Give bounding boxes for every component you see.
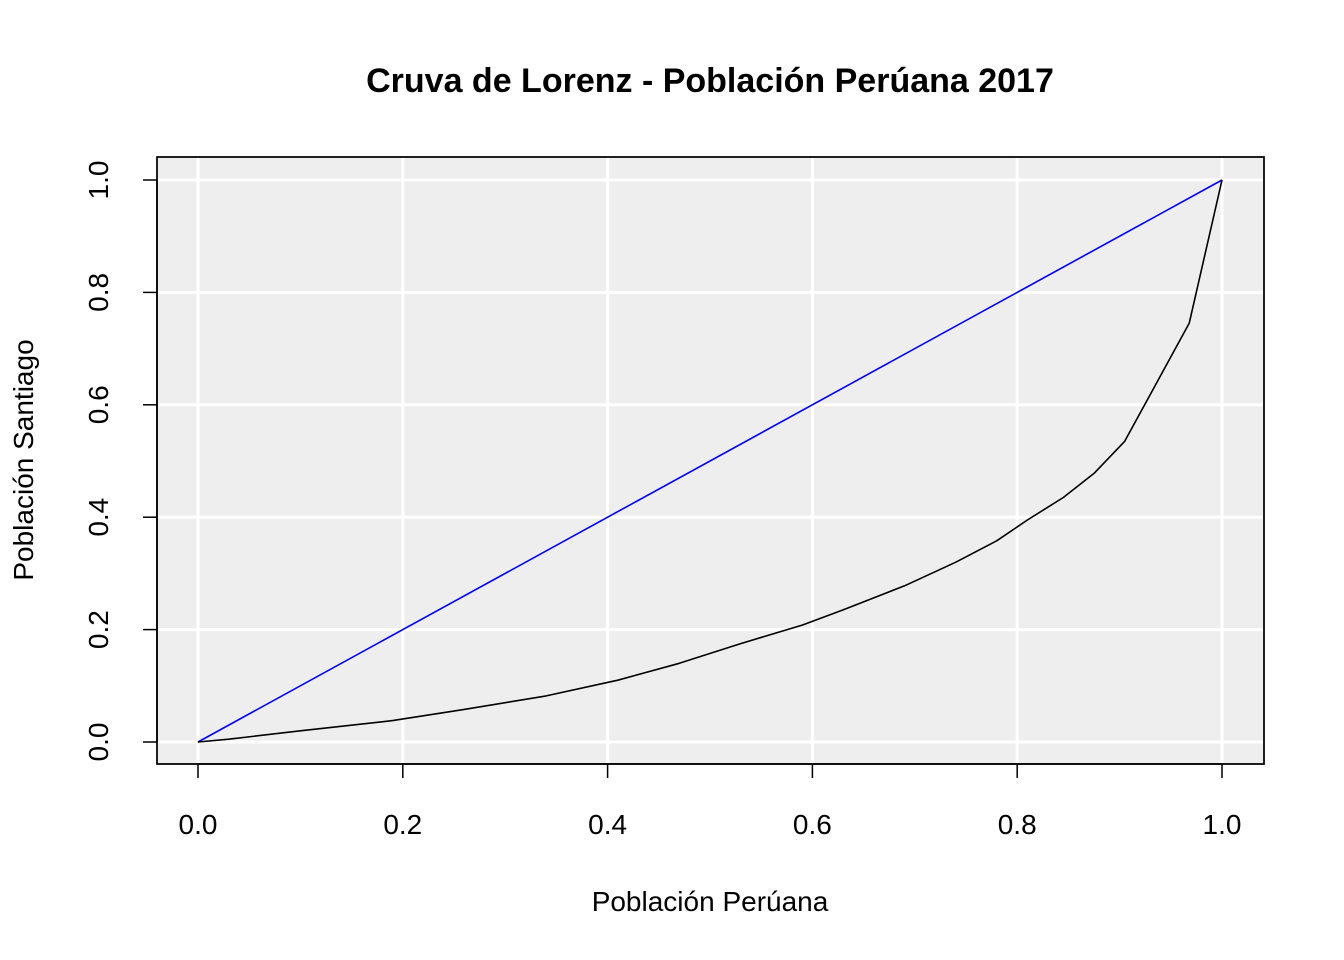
equality-line	[197, 179, 1223, 743]
x-axis: 0.0 0.2 0.4 0.6 0.8 1.0	[179, 763, 1242, 840]
x-tick-label: 0.8	[998, 809, 1037, 840]
y-axis: 0.0 0.2 0.4 0.6 0.8 1.0	[83, 161, 158, 762]
y-tick-label: 0.8	[83, 273, 114, 312]
y-tick-label: 0.0	[83, 723, 114, 762]
grid	[158, 158, 1263, 763]
lorenz-curve	[197, 179, 1223, 743]
x-axis-label: Población Perúana	[592, 886, 829, 917]
x-tick-label: 1.0	[1203, 809, 1242, 840]
y-tick-label: 0.2	[83, 610, 114, 649]
y-tick-label: 1.0	[83, 161, 114, 200]
y-axis-label: Población Santiago	[8, 339, 39, 580]
x-tick-label: 0.2	[383, 809, 422, 840]
series-group	[197, 179, 1223, 743]
x-tick-label: 0.4	[588, 809, 627, 840]
y-tick-label: 0.4	[83, 498, 114, 537]
x-tick-label: 0.0	[179, 809, 218, 840]
x-tick-label: 0.6	[793, 809, 832, 840]
chart-title: Cruva de Lorenz - Población Perúana 2017	[366, 62, 1054, 100]
y-tick-label: 0.6	[83, 385, 114, 424]
